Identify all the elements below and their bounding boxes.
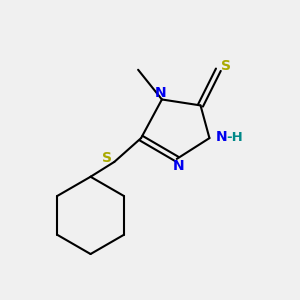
Text: N: N (216, 130, 228, 144)
Text: S: S (221, 59, 231, 73)
Text: -H: -H (226, 131, 243, 144)
Text: N: N (172, 159, 184, 173)
Text: N: N (154, 86, 166, 100)
Text: S: S (102, 151, 112, 165)
